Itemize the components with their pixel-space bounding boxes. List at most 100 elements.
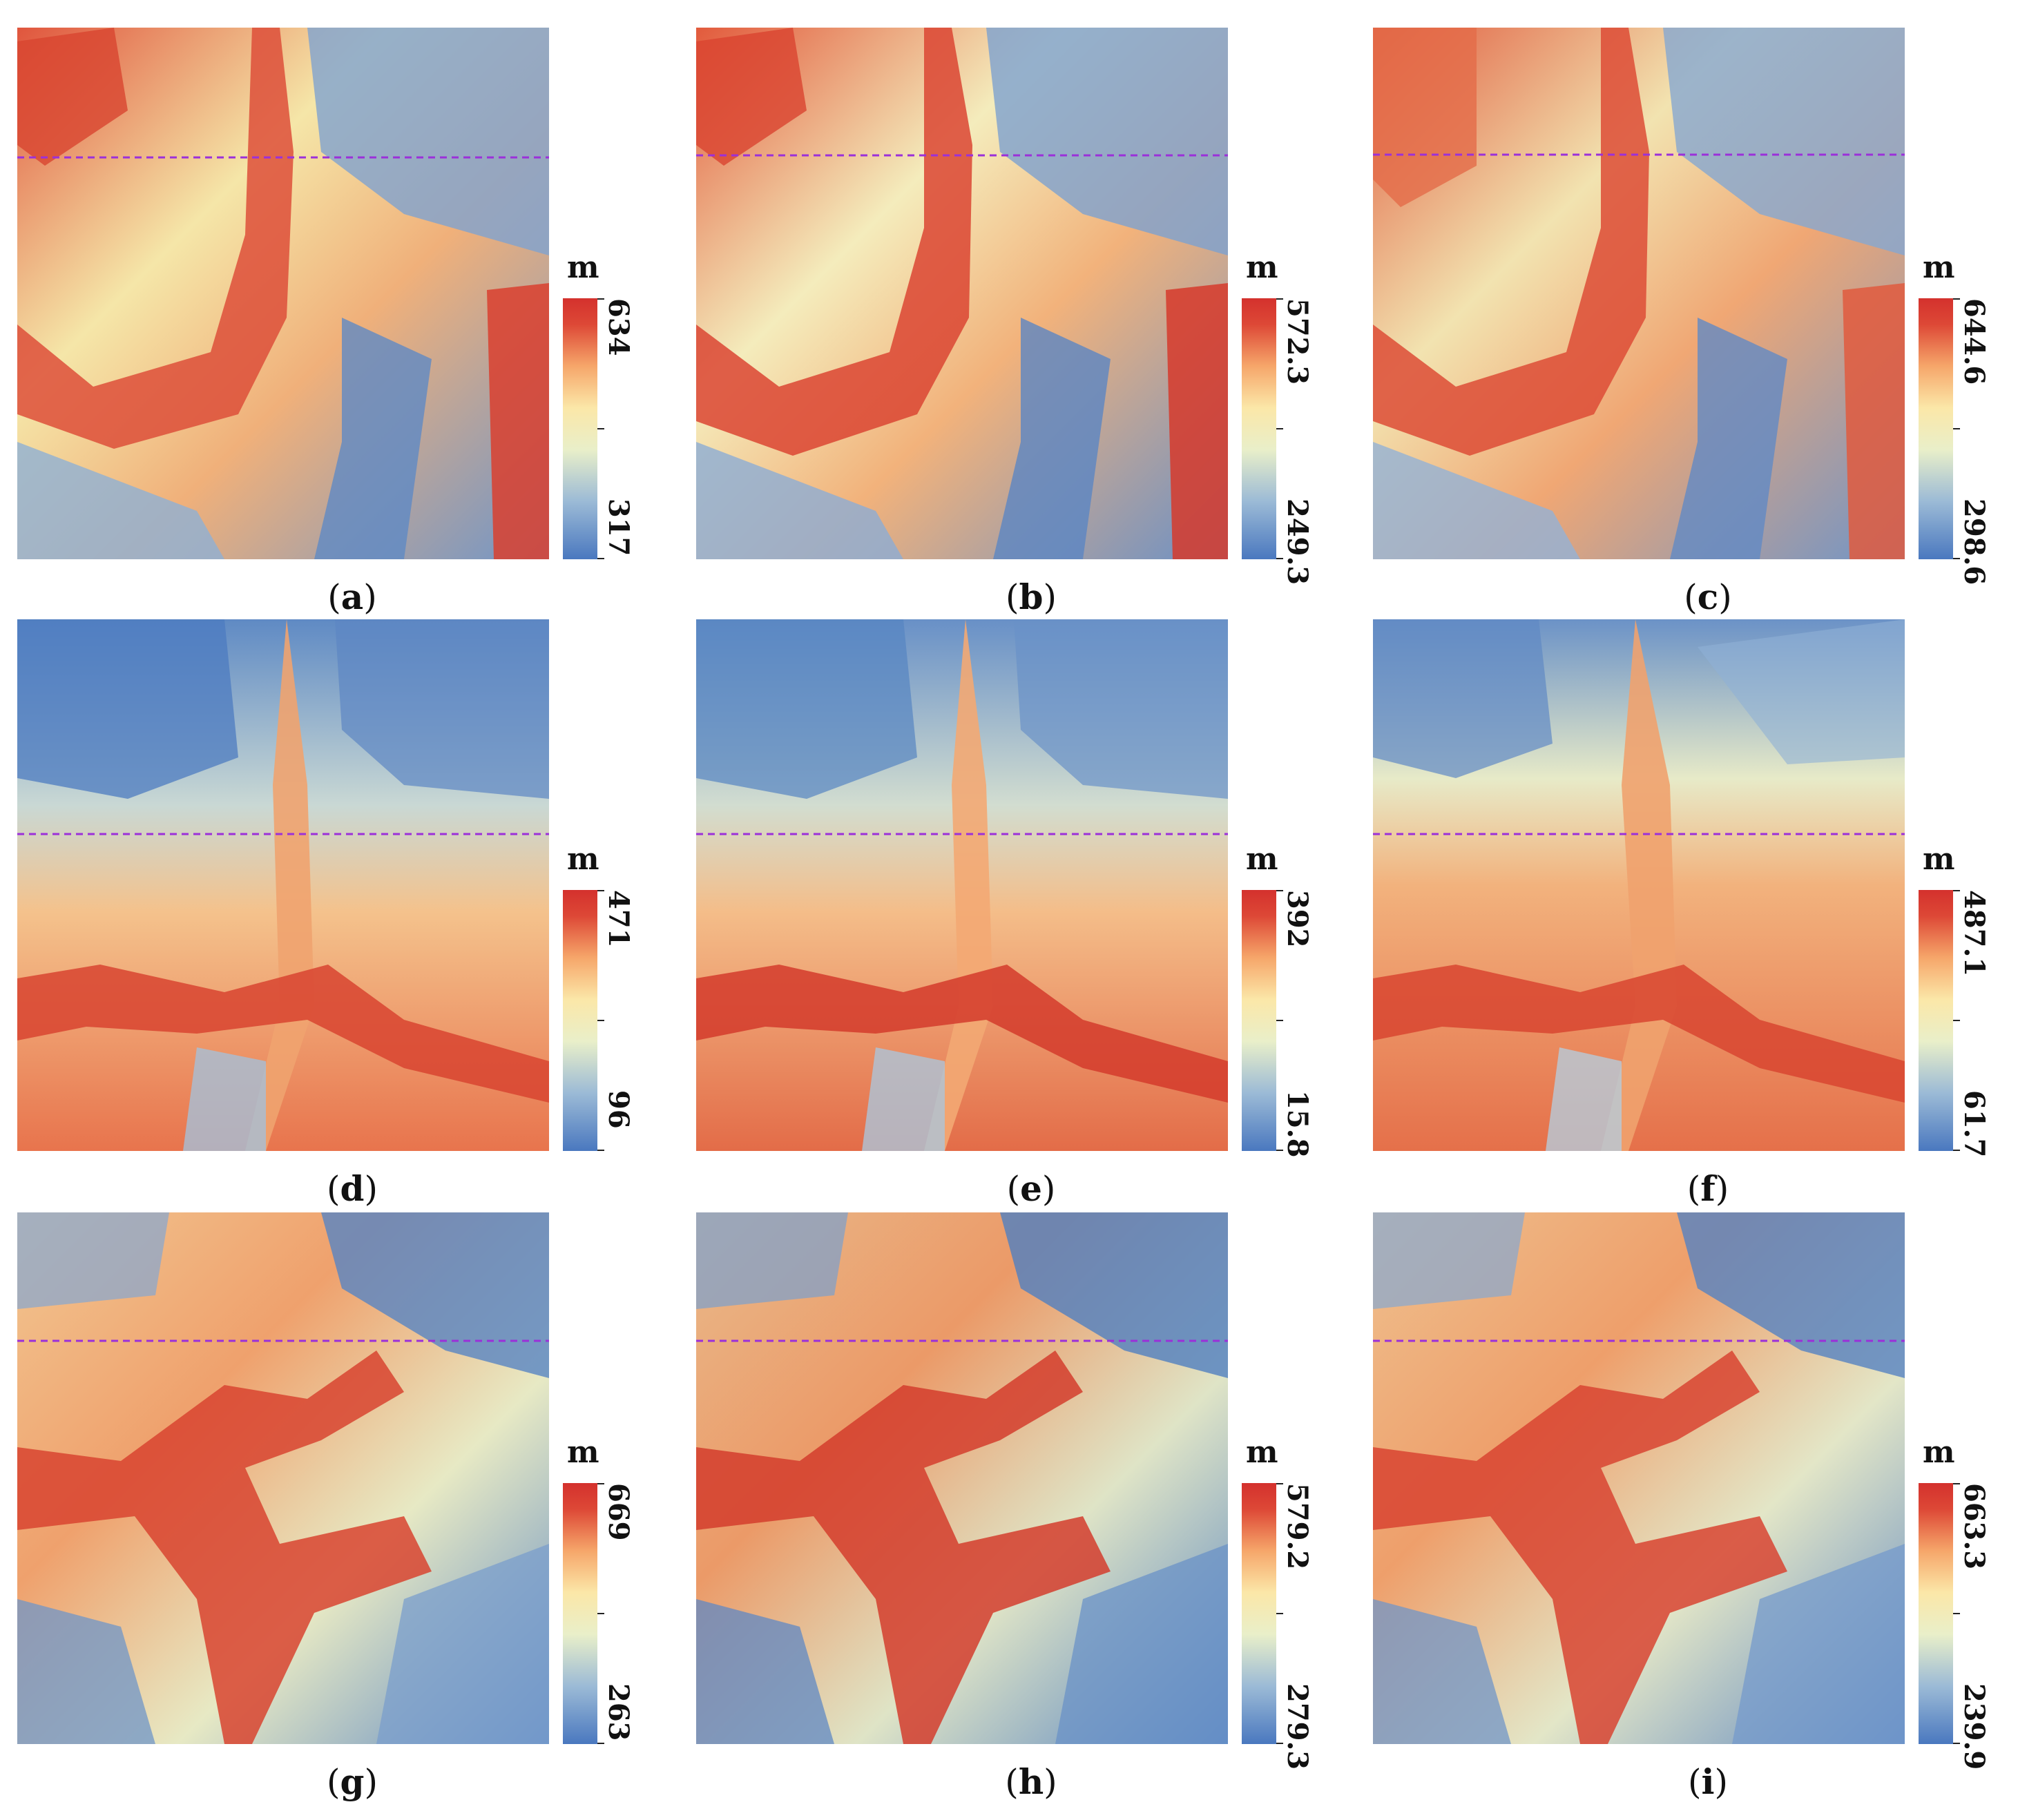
colorbar-tick (1953, 1743, 1960, 1744)
panel-caption: (g) (327, 1761, 378, 1802)
panel-caption: (a) (327, 577, 377, 617)
colorbar-unit: m (1246, 842, 1278, 877)
panel-caption: (e) (1006, 1168, 1056, 1209)
colorbar-tick (1276, 1483, 1283, 1484)
colorbar-max: 572.3 (1281, 298, 1314, 385)
colorbar-tick (1276, 890, 1283, 891)
colorbar-gradient (563, 1483, 597, 1744)
colorbar-max: 634 (602, 298, 635, 356)
colorbar-tick (597, 890, 604, 891)
colorbar-min: 61.7 (1958, 1090, 1990, 1158)
colorbar-gradient (1919, 890, 1953, 1151)
colorbar-min: 263 (602, 1683, 635, 1741)
colorbar-unit: m (567, 842, 599, 877)
colorbar-unit: m (1923, 842, 1955, 877)
colorbar-gradient (563, 298, 597, 559)
colorbar-max: 644.6 (1958, 298, 1990, 385)
panel-caption: (i) (1687, 1761, 1729, 1802)
colorbar-unit: m (1246, 250, 1278, 285)
map-svg-a (17, 28, 549, 559)
colorbar-tick (1953, 890, 1960, 891)
colorbar-tick (1276, 1020, 1283, 1021)
elevation-map-e (696, 619, 1228, 1151)
colorbar-tick (1276, 1743, 1283, 1744)
colorbar-tick (1276, 558, 1283, 559)
colorbar-min: 15.8 (1281, 1090, 1314, 1158)
colorbar-gradient (1242, 298, 1276, 559)
map-svg-e (696, 619, 1228, 1151)
colorbar-gradient (563, 890, 597, 1151)
colorbar-tick (1276, 1150, 1283, 1151)
colorbar-tick (597, 558, 604, 559)
map-svg-d (17, 619, 549, 1151)
colorbar-tick (1953, 428, 1960, 429)
colorbar-min: 249.3 (1281, 498, 1314, 585)
panel-caption: (d) (327, 1168, 378, 1209)
map-svg-g (17, 1212, 549, 1744)
colorbar-tick (1276, 1613, 1283, 1614)
colorbar-max: 579.2 (1281, 1483, 1314, 1570)
colorbar-tick (1276, 298, 1283, 300)
colorbar-gradient (1919, 1483, 1953, 1744)
colorbar-max: 471 (602, 890, 635, 948)
colorbar-gradient (1242, 1483, 1276, 1744)
colorbar-b: m 572.3 249.3 (1242, 250, 1314, 585)
panel-g: m 669 263 (g) (17, 1212, 687, 1820)
elevation-map-g (17, 1212, 549, 1744)
colorbar-min: 279.3 (1281, 1683, 1314, 1770)
colorbar-d: m 471 96 (563, 842, 635, 1151)
panel-caption: (f) (1687, 1168, 1729, 1209)
elevation-map-d (17, 619, 549, 1151)
colorbar-tick (597, 1483, 604, 1484)
colorbar-unit: m (567, 250, 599, 285)
map-svg-i (1373, 1212, 1905, 1744)
panel-d: m 471 96 (d) (17, 619, 687, 1227)
colorbar-max: 663.3 (1958, 1483, 1990, 1570)
colorbar-unit: m (1246, 1435, 1278, 1470)
elevation-map-f (1373, 619, 1905, 1151)
colorbar-h: m 579.2 279.3 (1242, 1435, 1314, 1770)
colorbar-a: m 634 317 (563, 250, 635, 559)
colorbar-tick (1953, 1483, 1960, 1484)
colorbar-unit: m (1923, 1435, 1955, 1470)
panel-b: m 572.3 249.3 (b) (696, 28, 1366, 635)
map-svg-c (1373, 28, 1905, 559)
colorbar-tick (597, 1613, 604, 1614)
panel-e: m 392 15.8 (e) (696, 619, 1366, 1227)
colorbar-gradient (1919, 298, 1953, 559)
colorbar-tick (597, 1020, 604, 1021)
colorbar-e: m 392 15.8 (1242, 842, 1314, 1157)
map-svg-f (1373, 619, 1905, 1151)
colorbar-c: m 644.6 298.6 (1919, 250, 1990, 585)
colorbar-tick (1953, 558, 1960, 559)
colorbar-max: 669 (602, 1483, 635, 1541)
panel-h: m 579.2 279.3 (h) (696, 1212, 1366, 1820)
panel-caption: (h) (1005, 1761, 1057, 1802)
colorbar-tick (1953, 1020, 1960, 1021)
colorbar-max: 487.1 (1958, 890, 1990, 977)
colorbar-g: m 669 263 (563, 1435, 635, 1744)
colorbar-min: 298.6 (1958, 498, 1990, 585)
map-svg-h (696, 1212, 1228, 1744)
colorbar-max: 392 (1281, 890, 1314, 948)
colorbar-tick (597, 428, 604, 429)
panel-caption: (b) (1006, 577, 1057, 617)
colorbar-i: m 663.3 239.9 (1919, 1435, 1990, 1770)
elevation-map-i (1373, 1212, 1905, 1744)
colorbar-unit: m (567, 1435, 599, 1470)
colorbar-tick (1953, 1613, 1960, 1614)
colorbar-tick (1953, 1150, 1960, 1151)
colorbar-f: m 487.1 61.7 (1919, 842, 1990, 1157)
panel-caption: (c) (1684, 577, 1732, 617)
elevation-map-c (1373, 28, 1905, 559)
panel-a: m 634 317 (a) (17, 28, 687, 635)
colorbar-min: 96 (602, 1090, 635, 1129)
colorbar-unit: m (1923, 250, 1955, 285)
colorbar-min: 239.9 (1958, 1683, 1990, 1770)
colorbar-tick (597, 1743, 604, 1744)
colorbar-tick (1276, 428, 1283, 429)
colorbar-gradient (1242, 890, 1276, 1151)
panel-f: m 487.1 61.7 (f) (1373, 619, 2018, 1227)
colorbar-min: 317 (602, 498, 635, 556)
